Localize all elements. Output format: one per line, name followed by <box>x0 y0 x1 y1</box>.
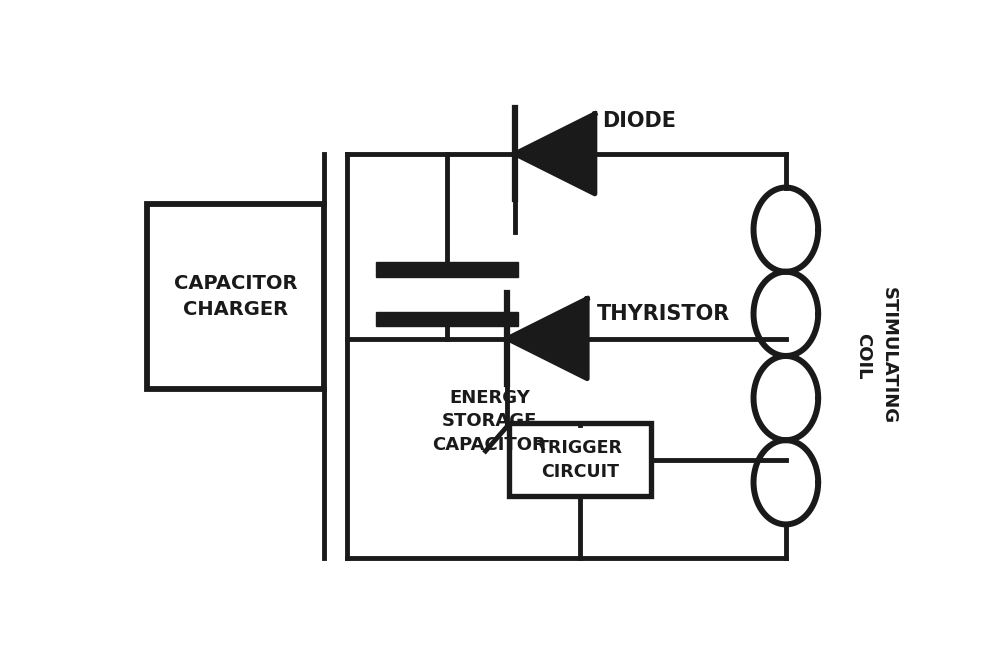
Text: DIODE: DIODE <box>603 111 677 131</box>
Text: STIMULATING
COIL: STIMULATING COIL <box>854 288 897 424</box>
Polygon shape <box>515 114 595 194</box>
Text: CAPACITOR
CHARGER: CAPACITOR CHARGER <box>174 274 297 319</box>
Bar <box>376 312 518 326</box>
Bar <box>376 262 518 277</box>
Text: TRIGGER
CIRCUIT: TRIGGER CIRCUIT <box>537 439 623 481</box>
Polygon shape <box>507 298 587 379</box>
Bar <box>147 204 324 389</box>
Bar <box>509 424 651 496</box>
Text: THYRISTOR: THYRISTOR <box>596 304 730 324</box>
Text: ENERGY
STORAGE
CAPACITOR: ENERGY STORAGE CAPACITOR <box>433 389 546 454</box>
